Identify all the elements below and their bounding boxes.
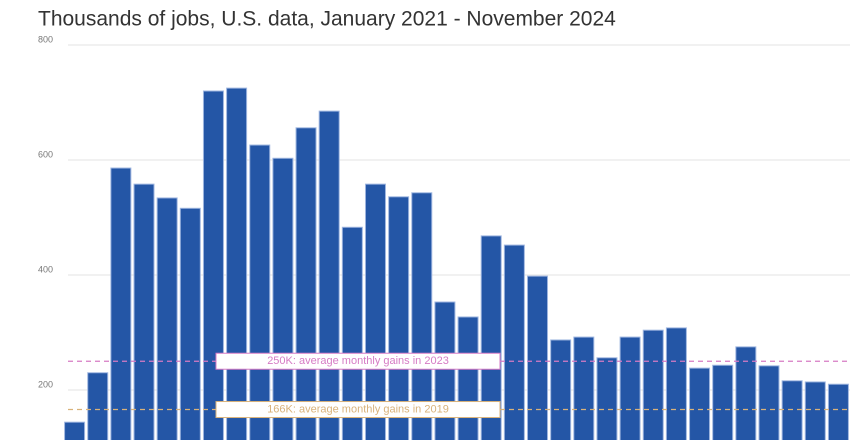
bar: [156, 197, 178, 440]
bar: [527, 275, 549, 440]
bar: [712, 364, 734, 440]
bar: [550, 339, 572, 440]
y-tick-label: 800: [38, 34, 53, 44]
bar: [411, 192, 433, 440]
y-tick-label: 400: [38, 264, 53, 274]
bar: [133, 183, 155, 440]
bar: [249, 144, 271, 440]
reference-label: 166K: average monthly gains in 2019: [267, 403, 449, 415]
bar: [619, 336, 641, 440]
reference-label-box: [215, 352, 501, 370]
bar: [64, 421, 86, 440]
bar: [735, 346, 757, 440]
bar: [364, 183, 386, 440]
bar: [388, 196, 410, 440]
bar: [480, 235, 502, 440]
bar: [573, 336, 595, 440]
reference-label-box: [215, 401, 501, 419]
bar: [804, 381, 826, 440]
bar: [202, 90, 224, 440]
bar: [665, 327, 687, 440]
reference-label: 250K: average monthly gains in 2023: [267, 355, 449, 367]
bar: [689, 367, 711, 440]
bar: [596, 357, 618, 440]
bar: [295, 127, 317, 440]
bar: [341, 226, 363, 440]
bar: [87, 372, 109, 440]
bar: [457, 316, 479, 440]
bar: [110, 167, 132, 440]
bar: [642, 329, 664, 440]
bar: [758, 365, 780, 440]
bar: [272, 157, 294, 440]
y-tick-label: 600: [38, 149, 53, 159]
bar: [827, 383, 849, 440]
bar: [226, 87, 248, 440]
bar: [503, 244, 525, 440]
bar: [781, 380, 803, 440]
y-tick-label: 200: [38, 379, 53, 389]
bar: [434, 301, 456, 440]
bar: [318, 110, 340, 440]
chart-title: Thousands of jobs, U.S. data, January 20…: [38, 8, 616, 31]
bar: [179, 207, 201, 440]
